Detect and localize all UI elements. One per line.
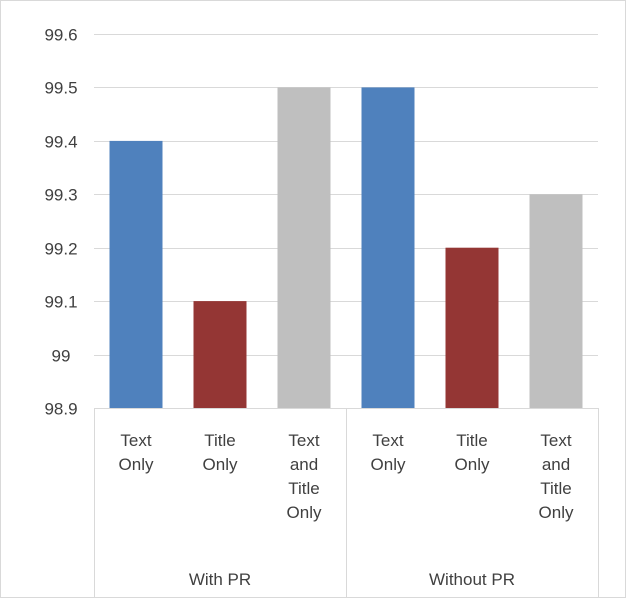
bar [361,87,415,409]
category-label: Text [288,431,319,450]
category-label: Text [540,431,571,450]
gridlines [94,34,598,356]
group-label: Without PR [429,570,515,589]
y-tick-label: 99.4 [44,133,77,152]
category-label: Only [371,455,406,474]
category-label: Only [203,455,238,474]
bars [109,87,583,409]
category-label: Only [119,455,154,474]
y-tick-label: 99 [52,347,71,366]
category-label: Title [288,479,320,498]
axes [94,408,599,597]
labels: 98.9 99 99.1 99.2 99.3 99.4 99.5 99.6 Text Only Ti… [44,26,574,590]
bar [109,140,163,408]
category-label: Title [540,479,572,498]
y-tick-label: 99.2 [44,240,77,259]
category-label: Text [372,431,403,450]
y-tick-label: 99.3 [44,186,77,205]
category-label: Text [120,431,151,450]
y-tick-label: 99.6 [44,26,77,45]
category-label: Only [539,503,574,522]
bar [277,87,331,409]
bar [445,247,499,408]
category-label: and [290,455,318,474]
group-label: With PR [189,570,251,589]
category-label: Title [204,431,236,450]
category-label: Only [455,455,490,474]
category-label: Title [456,431,488,450]
category-label: Only [287,503,322,522]
y-tick-label: 98.9 [44,400,77,419]
y-tick-label: 99.5 [44,79,77,98]
bar [529,194,583,408]
y-tick-label: 99.1 [44,293,77,312]
category-label: and [542,455,570,474]
bar [193,301,247,408]
